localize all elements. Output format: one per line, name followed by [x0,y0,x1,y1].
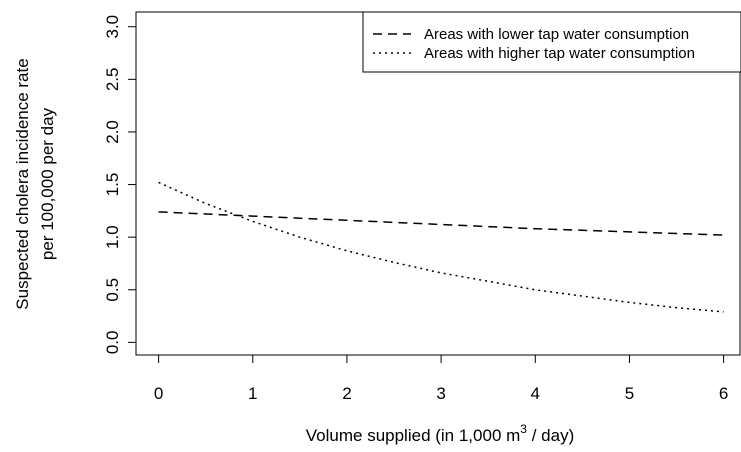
legend-label: Areas with higher tap water consumption [424,45,695,62]
x-label-part: / day) [527,426,574,445]
y-tick-label: 1.5 [103,173,122,197]
y-tick-label: 0.5 [103,278,122,302]
x-tick-label: 3 [436,384,445,403]
x-tick-label: 0 [154,384,163,403]
series-line [158,211,724,236]
y-axis-label: per 100,000 per day [38,107,57,260]
y-tick-label: 0.0 [103,331,122,355]
y-tick-label: 3.0 [103,15,122,39]
legend-label: Areas with lower tap water consumption [424,26,689,43]
x-label-sup: 3 [520,422,527,436]
y-axis-label: Suspected cholera incidence rate [13,58,32,309]
x-label-part: Volume supplied (in 1,000 m [306,426,521,445]
x-tick-label: 4 [531,384,540,403]
y-tick-label: 2.5 [103,68,122,92]
y-tick-label: 1.0 [103,225,122,249]
legend-box [362,11,741,73]
series-line [158,181,724,313]
y-tick-label: 2.0 [103,120,122,144]
x-axis-label: Volume supplied (in 1,000 m3 / day) [306,422,574,445]
x-tick-label: 6 [719,384,728,403]
x-tick-label: 2 [342,384,351,403]
x-tick-label: 1 [248,384,257,403]
x-tick-label: 5 [625,384,634,403]
